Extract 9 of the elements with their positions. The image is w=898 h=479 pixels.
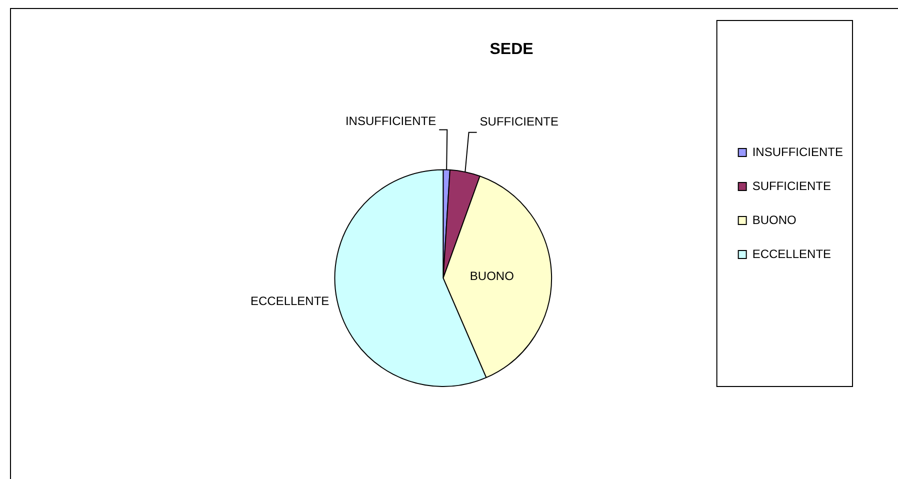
slice-label: SUFFICIENTE: [480, 114, 558, 129]
legend-label: SUFFICIENTE: [752, 178, 832, 193]
legend-label: ECCELLENTE: [752, 246, 832, 261]
slice-label: INSUFFICIENTE: [345, 114, 436, 128]
text: SEDE: [490, 41, 534, 58]
slice-label: ECCELLENTE: [250, 294, 330, 308]
slice-label: BUONO: [470, 268, 514, 283]
legend-label: BUONO: [752, 212, 796, 227]
legend-label: INSUFFICIENTE: [752, 144, 844, 159]
